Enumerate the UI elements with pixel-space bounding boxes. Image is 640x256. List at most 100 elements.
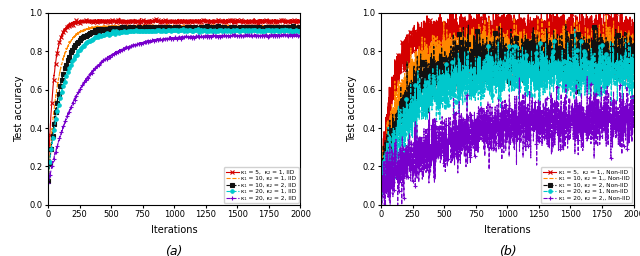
κ₁ = 10, κ₂ = 1,, Non-IID [378, 194, 385, 197]
Line: κ₁ = 5,  κ₂ = 1, IID: κ₁ = 5, κ₂ = 1, IID [46, 16, 303, 179]
κ₁ = 10, κ₂ = 1, IID [210, 23, 218, 26]
κ₁ = 5,  κ₂ = 1,, Non-IID [529, 26, 537, 29]
κ₁ = 5,  κ₂ = 1,, Non-IID [383, 119, 391, 122]
κ₁ = 20, κ₂ = 2, IID [138, 41, 146, 45]
X-axis label: Iterations: Iterations [484, 225, 531, 235]
κ₁ = 10, κ₂ = 2, IID [67, 51, 74, 55]
κ₁ = 10, κ₂ = 2, IID [138, 27, 146, 30]
κ₁ = 20, κ₂ = 1, Non-IID [630, 84, 637, 87]
κ₁ = 5,  κ₂ = 1, IID [58, 35, 65, 38]
κ₁ = 10, κ₂ = 2, Non-IID [471, 45, 479, 48]
κ₁ = 20, κ₂ = 2, IID [58, 131, 65, 134]
Line: κ₁ = 20, κ₂ = 2,, Non-IID: κ₁ = 20, κ₂ = 2,, Non-IID [379, 74, 636, 207]
κ₁ = 20, κ₂ = 1, Non-IID [471, 92, 479, 95]
X-axis label: Iterations: Iterations [151, 225, 198, 235]
Line: κ₁ = 20, κ₂ = 1, IID: κ₁ = 20, κ₂ = 1, IID [46, 26, 302, 178]
κ₁ = 20, κ₂ = 2, IID [296, 34, 304, 37]
Legend: κ₁ = 5,  κ₂ = 1, IID, κ₁ = 10, κ₂ = 1, IID, κ₁ = 10, κ₂ = 2, IID, κ₁ = 20, κ₂ = : κ₁ = 5, κ₂ = 1, IID, κ₁ = 10, κ₂ = 1, II… [223, 167, 299, 203]
κ₁ = 20, κ₂ = 2, IID [50, 157, 58, 160]
κ₁ = 10, κ₂ = 1, IID [67, 40, 74, 44]
κ₁ = 5,  κ₂ = 1,, Non-IID [630, 43, 637, 46]
κ₁ = 20, κ₂ = 2,, Non-IID [391, 153, 399, 156]
κ₁ = 10, κ₂ = 1,, Non-IID [585, 35, 593, 38]
κ₁ = 20, κ₂ = 2,, Non-IID [383, 188, 391, 191]
κ₁ = 10, κ₂ = 1,, Non-IID [378, 176, 385, 179]
κ₁ = 10, κ₂ = 1, IID [296, 24, 304, 27]
κ₁ = 20, κ₂ = 1, IID [252, 30, 260, 33]
κ₁ = 5,  κ₂ = 1, IID [115, 17, 123, 20]
κ₁ = 10, κ₂ = 1,, Non-IID [400, 95, 408, 99]
κ₁ = 10, κ₂ = 2, Non-IID [383, 154, 390, 157]
κ₁ = 10, κ₂ = 2, IID [230, 24, 237, 27]
κ₁ = 20, κ₂ = 1, IID [50, 130, 58, 133]
Line: κ₁ = 5,  κ₂ = 1,, Non-IID: κ₁ = 5, κ₂ = 1,, Non-IID [379, 11, 636, 199]
κ₁ = 10, κ₂ = 2, Non-IID [378, 187, 385, 190]
κ₁ = 20, κ₂ = 1, Non-IID [571, 28, 579, 31]
κ₁ = 20, κ₂ = 1, IID [67, 64, 74, 67]
κ₁ = 10, κ₂ = 1,, Non-IID [602, 14, 610, 17]
κ₁ = 5,  κ₂ = 1, IID [252, 19, 260, 23]
κ₁ = 20, κ₂ = 2, IID [252, 35, 260, 38]
κ₁ = 10, κ₂ = 1, IID [196, 25, 204, 28]
κ₁ = 20, κ₂ = 2, IID [44, 182, 52, 185]
κ₁ = 10, κ₂ = 1,, Non-IID [391, 114, 399, 118]
κ₁ = 10, κ₂ = 2, IID [44, 179, 52, 182]
κ₁ = 10, κ₂ = 2, IID [196, 26, 204, 29]
κ₁ = 20, κ₂ = 2,, Non-IID [471, 139, 479, 142]
κ₁ = 10, κ₂ = 1, IID [252, 25, 260, 28]
κ₁ = 20, κ₂ = 1, Non-IID [529, 81, 537, 84]
κ₁ = 20, κ₂ = 1, Non-IID [391, 141, 399, 144]
Line: κ₁ = 20, κ₂ = 2, IID: κ₁ = 20, κ₂ = 2, IID [46, 32, 303, 186]
κ₁ = 10, κ₂ = 1, IID [50, 112, 58, 115]
κ₁ = 10, κ₂ = 2, Non-IID [391, 148, 399, 151]
Text: (b): (b) [499, 245, 516, 256]
κ₁ = 20, κ₂ = 1, IID [138, 30, 146, 33]
Line: κ₁ = 10, κ₂ = 1,, Non-IID: κ₁ = 10, κ₂ = 1,, Non-IID [381, 15, 634, 195]
κ₁ = 10, κ₂ = 2, Non-IID [630, 60, 637, 63]
κ₁ = 10, κ₂ = 1, IID [58, 63, 65, 66]
κ₁ = 20, κ₂ = 1, Non-IID [383, 143, 391, 146]
κ₁ = 5,  κ₂ = 1, IID [50, 78, 58, 81]
κ₁ = 5,  κ₂ = 1,, Non-IID [586, 17, 593, 20]
κ₁ = 20, κ₂ = 1, IID [282, 27, 289, 30]
κ₁ = 5,  κ₂ = 1, IID [296, 19, 304, 23]
κ₁ = 20, κ₂ = 1, Non-IID [586, 83, 593, 86]
κ₁ = 5,  κ₂ = 1, IID [138, 20, 146, 23]
κ₁ = 10, κ₂ = 2, IID [50, 125, 58, 128]
κ₁ = 5,  κ₂ = 1, IID [196, 20, 204, 23]
κ₁ = 10, κ₂ = 1,, Non-IID [529, 57, 537, 60]
κ₁ = 10, κ₂ = 2, Non-IID [529, 44, 537, 47]
κ₁ = 10, κ₂ = 2, IID [252, 27, 260, 30]
κ₁ = 10, κ₂ = 1,, Non-IID [630, 44, 637, 47]
κ₁ = 20, κ₂ = 1, IID [196, 30, 204, 33]
κ₁ = 10, κ₂ = 2, Non-IID [585, 36, 593, 39]
Y-axis label: Test accuracy: Test accuracy [347, 76, 357, 142]
Line: κ₁ = 10, κ₂ = 2, Non-IID: κ₁ = 10, κ₂ = 2, Non-IID [380, 23, 636, 190]
Legend: κ₁ = 5,  κ₂ = 1,, Non-IID, κ₁ = 10, κ₂ = 1,, Non-IID, κ₁ = 10, κ₂ = 2, Non-IID, : κ₁ = 5, κ₂ = 1,, Non-IID, κ₁ = 10, κ₂ = … [541, 167, 632, 203]
Line: κ₁ = 20, κ₂ = 1, Non-IID: κ₁ = 20, κ₂ = 1, Non-IID [380, 27, 636, 203]
κ₁ = 20, κ₂ = 1, Non-IID [378, 200, 385, 203]
Y-axis label: Test accuracy: Test accuracy [13, 76, 24, 142]
κ₁ = 10, κ₂ = 2, IID [58, 78, 65, 81]
κ₁ = 10, κ₂ = 1, IID [138, 25, 146, 28]
κ₁ = 20, κ₂ = 2, IID [67, 106, 74, 109]
κ₁ = 5,  κ₂ = 1,, Non-IID [391, 79, 399, 82]
κ₁ = 10, κ₂ = 1, IID [44, 180, 52, 184]
κ₁ = 20, κ₂ = 2,, Non-IID [378, 203, 386, 206]
κ₁ = 10, κ₂ = 2, Non-IID [400, 112, 408, 115]
κ₁ = 20, κ₂ = 2,, Non-IID [378, 188, 385, 191]
κ₁ = 20, κ₂ = 2, IID [293, 32, 301, 35]
κ₁ = 5,  κ₂ = 1,, Non-IID [436, 11, 444, 14]
κ₁ = 20, κ₂ = 1, Non-IID [400, 127, 408, 130]
κ₁ = 20, κ₂ = 1, IID [44, 174, 52, 177]
κ₁ = 20, κ₂ = 2, IID [196, 35, 204, 38]
κ₁ = 20, κ₂ = 2,, Non-IID [583, 75, 591, 78]
κ₁ = 5,  κ₂ = 1, IID [44, 175, 52, 178]
κ₁ = 20, κ₂ = 1, Non-IID [378, 161, 385, 164]
κ₁ = 20, κ₂ = 2,, Non-IID [529, 122, 537, 125]
κ₁ = 10, κ₂ = 1,, Non-IID [471, 59, 479, 62]
κ₁ = 10, κ₂ = 2, Non-IID [562, 23, 570, 26]
κ₁ = 10, κ₂ = 1,, Non-IID [383, 144, 391, 147]
κ₁ = 5,  κ₂ = 1,, Non-IID [472, 46, 479, 49]
κ₁ = 20, κ₂ = 2,, Non-IID [400, 184, 408, 187]
